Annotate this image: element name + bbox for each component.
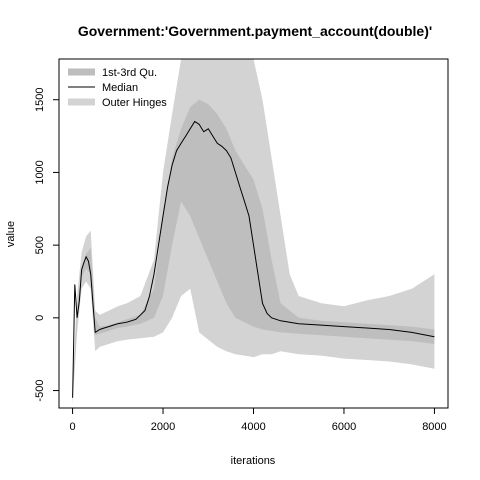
plot-area — [72, 59, 435, 406]
y-tick-label: 1000 — [34, 160, 46, 184]
y-axis-label: value — [5, 221, 17, 247]
y-axis: -500 0 500 1000 1500 — [34, 87, 60, 402]
median-line — [72, 120, 435, 398]
y-tick-label: -500 — [34, 380, 46, 402]
y-tick-label: 1500 — [34, 87, 46, 111]
x-axis-label: iterations — [231, 455, 276, 467]
x-tick-label: 2000 — [151, 421, 175, 433]
chart-title: Government:'Government.payment_account(d… — [78, 23, 432, 39]
x-tick-label: 4000 — [241, 421, 265, 433]
y-tick-label: 500 — [34, 236, 46, 254]
legend-label: Outer Hinges — [102, 97, 167, 109]
y-tick-label: 0 — [34, 315, 46, 321]
quartile-band — [72, 99, 435, 400]
x-axis: 0 2000 4000 6000 8000 — [70, 407, 447, 433]
x-tick-label: 0 — [70, 421, 76, 433]
legend-label: Median — [102, 82, 138, 94]
x-tick-label: 6000 — [332, 421, 356, 433]
x-tick-label: 8000 — [422, 421, 446, 433]
legend-label: 1st-3rd Qu. — [102, 67, 157, 79]
legend: 1st-3rd Qu. Median Outer Hinges — [68, 67, 167, 109]
